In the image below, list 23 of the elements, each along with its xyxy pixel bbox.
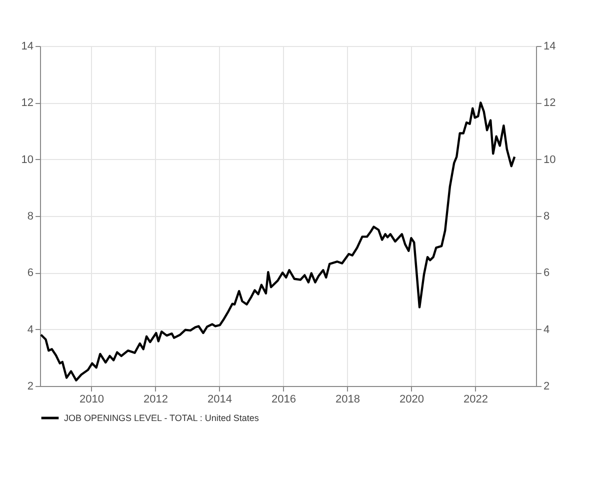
x-tick-label: 2018 xyxy=(335,394,360,406)
y2-tick-label: 10 xyxy=(544,154,556,166)
line-series xyxy=(40,102,516,382)
y-tick-label: 12 xyxy=(21,97,34,110)
y2-tick-label: 12 xyxy=(544,97,556,110)
y2-tick-label: 6 xyxy=(544,267,550,280)
x-tick-label: 2014 xyxy=(207,394,232,406)
y2-tick-label: 8 xyxy=(544,210,550,222)
y-tick-label: 10 xyxy=(21,154,34,166)
y-tick-label: 6 xyxy=(27,267,34,280)
x-tick-label: 2012 xyxy=(143,394,168,406)
x-tick-label: 2010 xyxy=(79,394,104,406)
y-tick-label: 2 xyxy=(27,380,34,392)
y-tick-label: 8 xyxy=(27,210,34,222)
y2-tick-label: 4 xyxy=(544,324,550,336)
y2-tick-label: 14 xyxy=(544,40,556,52)
x-tick-label: 2020 xyxy=(399,394,424,406)
y-tick-label: 4 xyxy=(27,324,34,336)
x-tick-label: 2022 xyxy=(463,394,488,406)
x-tick-label: 2016 xyxy=(271,394,296,406)
legend-label: JOB OPENINGS LEVEL - TOTAL : United States xyxy=(64,413,260,423)
y2-tick-label: 2 xyxy=(544,380,550,392)
y-tick-label: 14 xyxy=(21,40,34,52)
